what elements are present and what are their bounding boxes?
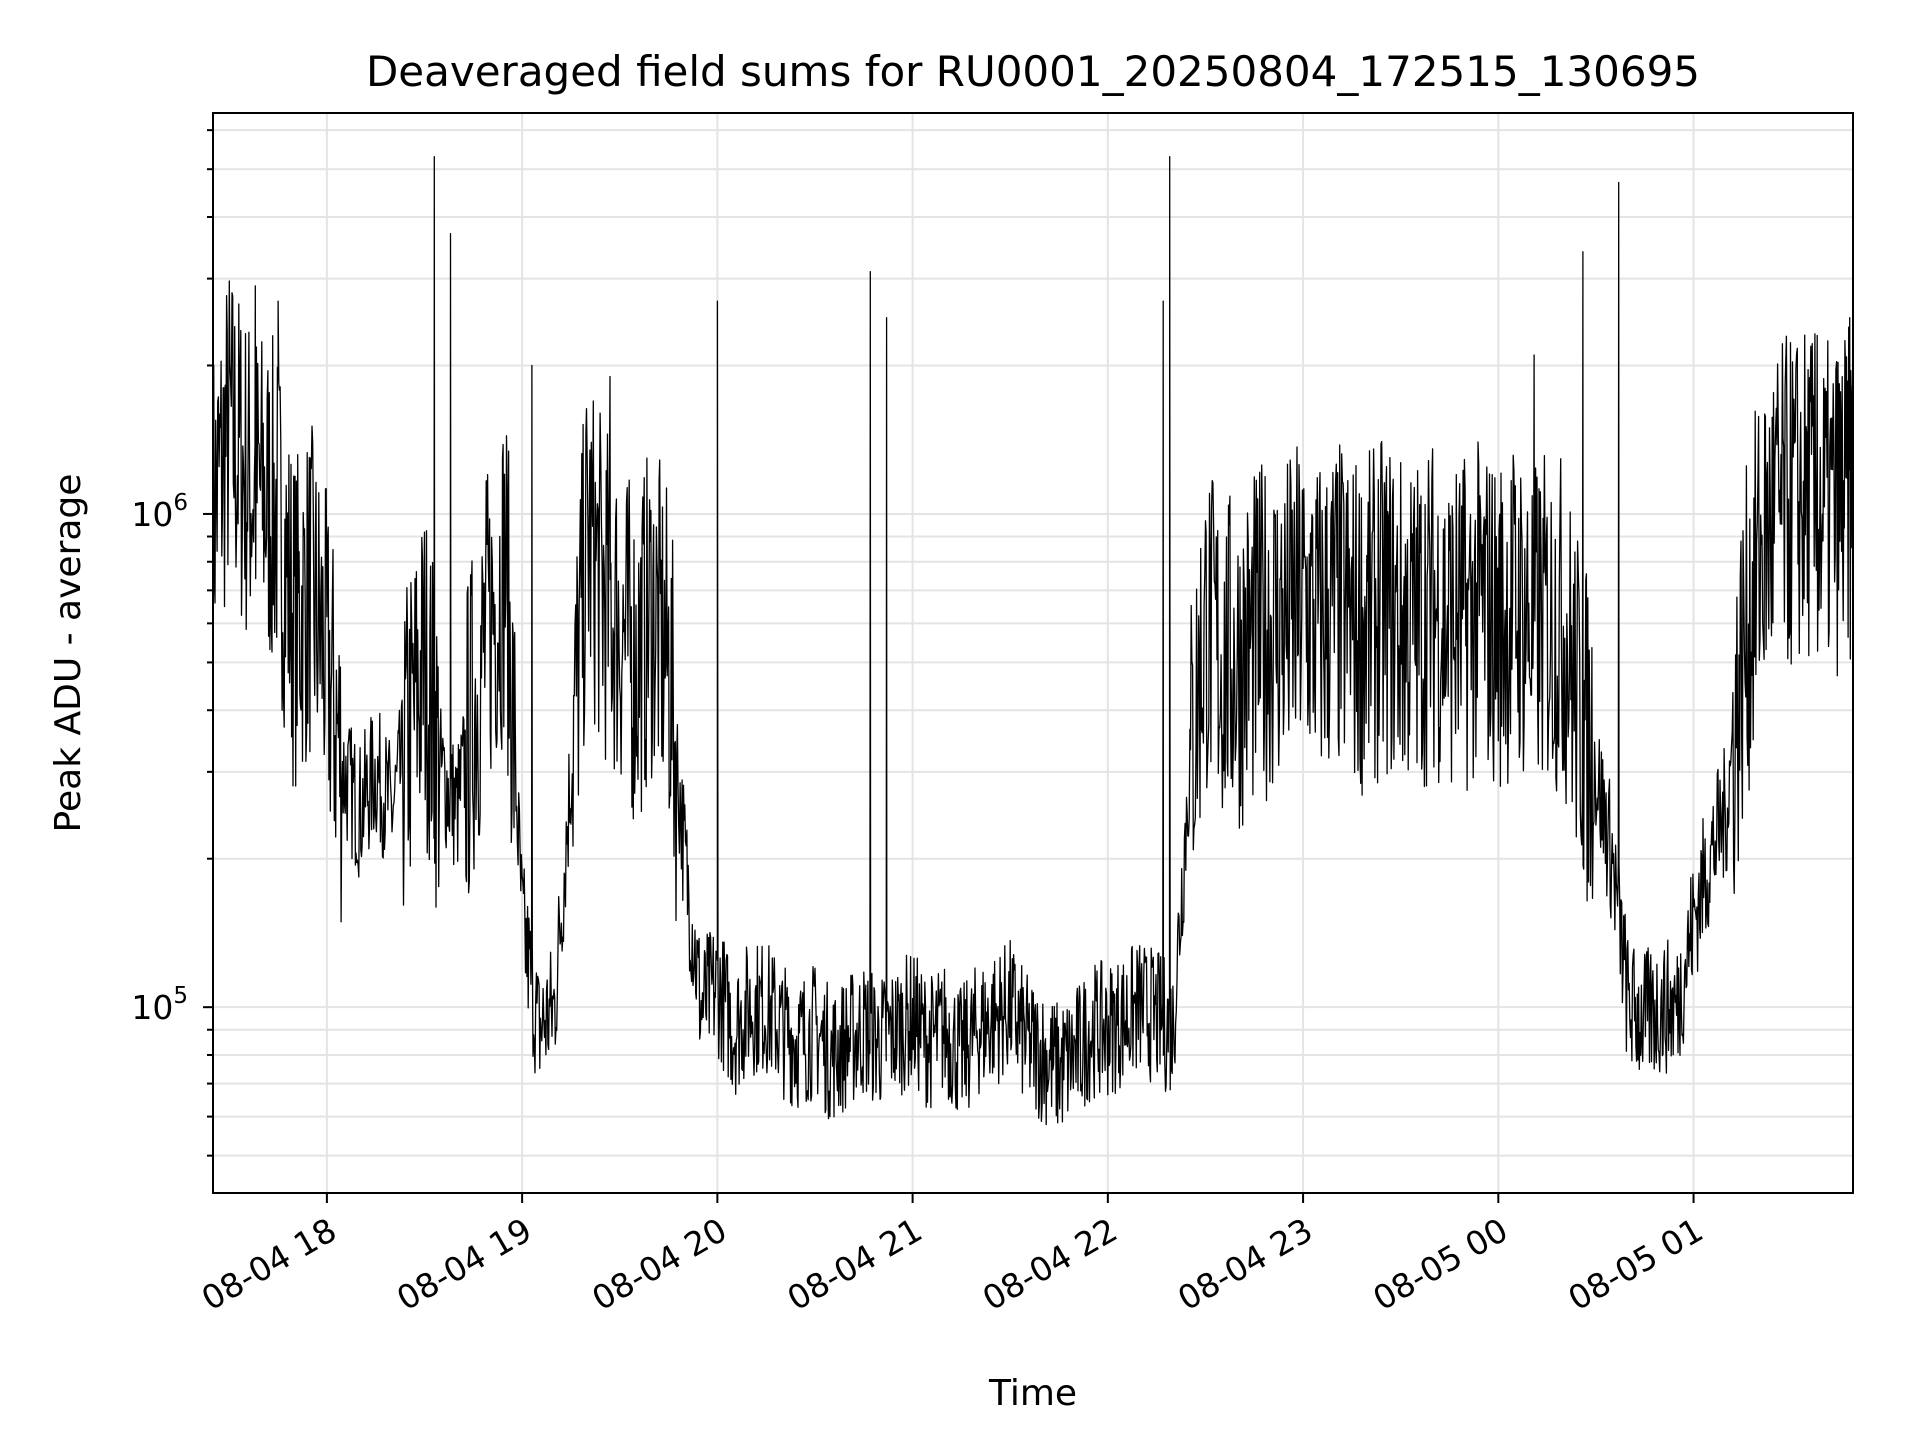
plot-area <box>212 156 1854 1126</box>
y-tick-label: 105 <box>131 983 188 1027</box>
y-axis: 105 106 <box>131 129 213 1157</box>
plot-frame <box>212 112 1854 1194</box>
chart-title: Deaveraged field sums for RU0001_2025080… <box>366 47 1700 96</box>
y-tick-label: 106 <box>131 490 188 534</box>
y-axis-label: Peak ADU - average <box>48 474 89 833</box>
x-axis-label: Time <box>988 1373 1077 1414</box>
data-series-line <box>212 156 1854 1126</box>
